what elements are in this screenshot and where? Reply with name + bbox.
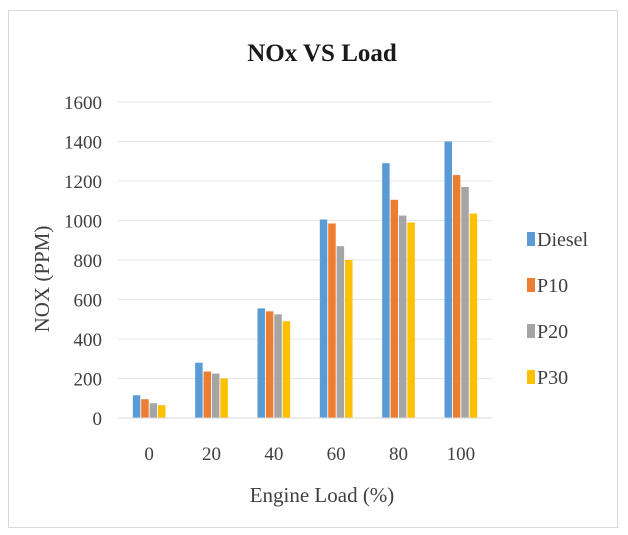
gridlines [118,101,492,379]
y-tick-label: 1200 [64,172,102,193]
legend-swatch-p10 [527,278,535,292]
bar-p20-20 [211,373,220,418]
y-tick-label: 1600 [64,93,102,114]
y-tick-label: 1400 [64,133,102,154]
legend-label: P30 [537,367,568,389]
y-tick-label: 400 [74,330,103,351]
chart-title: NOx VS Load [247,40,397,67]
bar-p20-60 [336,246,345,418]
bar-p10-80 [390,199,399,418]
bar-p20-40 [274,314,282,418]
bar-p30-60 [345,260,353,418]
bar-diesel-0 [132,395,141,418]
bar-p30-40 [282,321,291,418]
bar-p10-0 [141,399,149,418]
bar-diesel-20 [195,362,203,418]
bar-diesel-100 [444,141,452,418]
chart-frame [8,10,618,528]
y-tick-label: 200 [74,370,103,391]
bar-p10-20 [203,371,212,418]
x-tick-label: 20 [202,444,221,465]
legend-swatch-diesel [527,232,535,246]
bar-diesel-60 [319,219,328,418]
bar-p30-20 [220,378,228,418]
legend-label: P10 [537,275,568,297]
bar-p20-0 [149,403,158,418]
x-axis-label: Engine Load (%) [250,483,395,507]
y-axis-label: NOX (PPM) [30,226,54,333]
x-tick-label: 60 [327,444,346,465]
bar-p20-100 [461,186,469,418]
bar-p10-40 [265,311,274,418]
y-tick-label: 0 [93,409,103,430]
bar-p10-100 [452,175,461,418]
bar-diesel-40 [257,308,265,418]
bar-p10-60 [328,223,336,418]
x-tick-label: 0 [144,444,154,465]
x-tick-label: 80 [389,444,408,465]
legend: Diesel P10 P20 P30 [527,229,589,389]
x-tick-label: 40 [264,444,283,465]
bar-p30-80 [407,222,415,418]
y-axis-ticks: 0 200 400 600 800 1000 1200 1400 1600 [64,93,102,430]
y-tick-label: 800 [74,251,103,272]
legend-swatch-p30 [527,370,535,384]
bar-p30-100 [469,213,478,418]
bar-p20-80 [398,215,407,418]
x-tick-label: 100 [447,444,476,465]
y-tick-label: 600 [74,291,103,312]
legend-label: P20 [537,321,568,343]
bar-diesel-80 [382,163,390,418]
bars [132,141,478,418]
bar-p30-0 [158,405,166,418]
x-axis-ticks: 0 20 40 60 80 100 [144,444,475,465]
legend-swatch-p20 [527,324,535,338]
legend-label: Diesel [537,229,589,251]
y-tick-label: 1000 [64,212,102,233]
